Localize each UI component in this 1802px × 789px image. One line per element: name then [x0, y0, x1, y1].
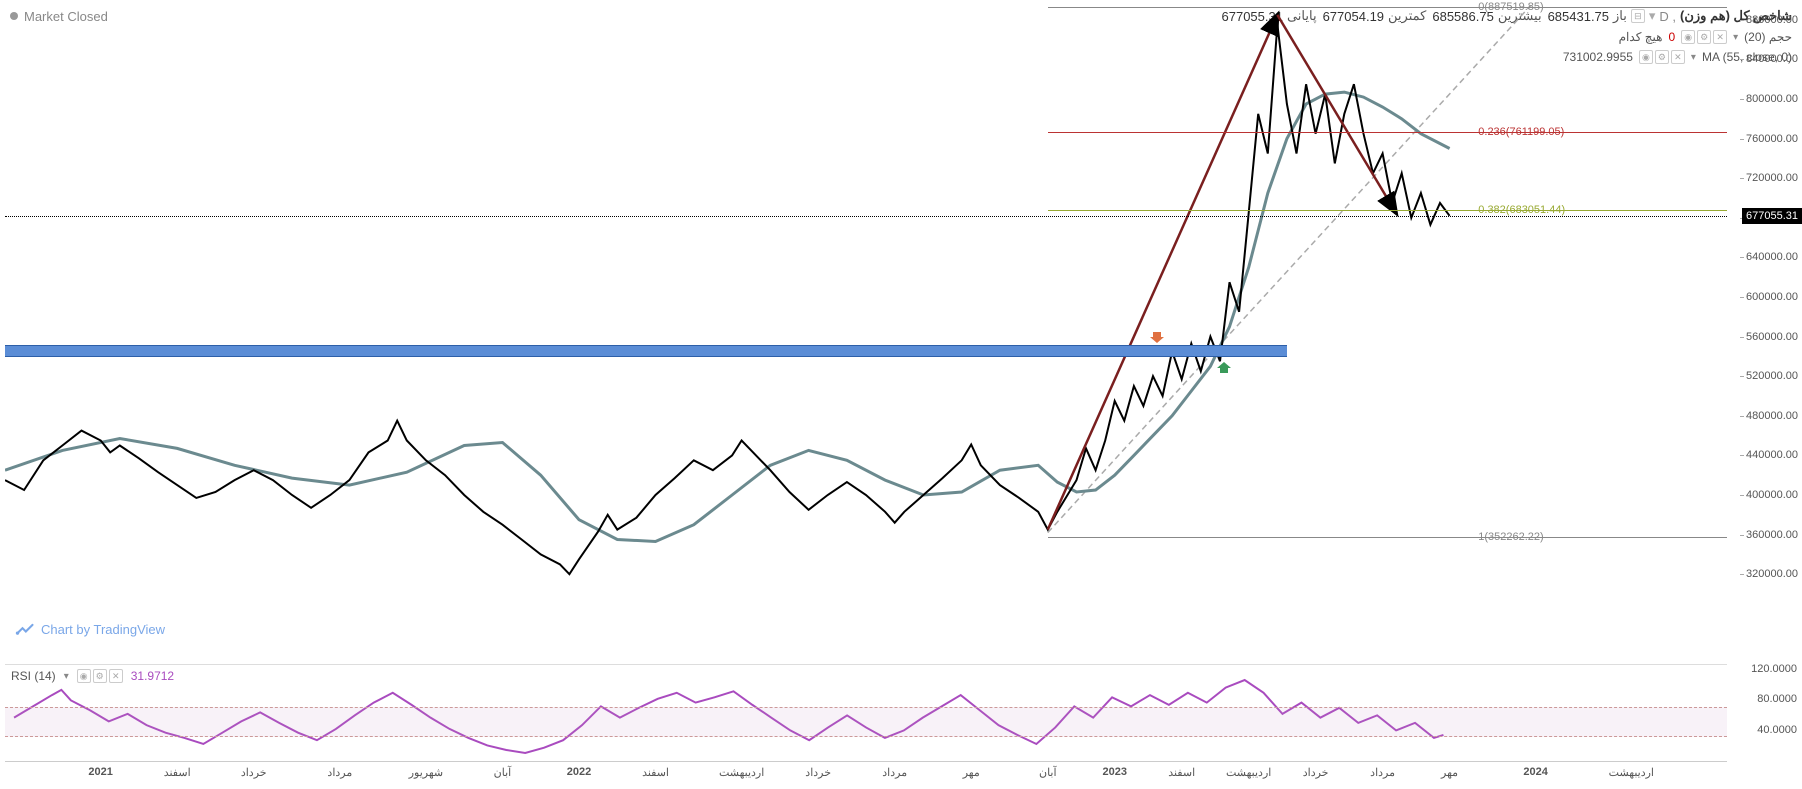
fib-line[interactable] — [1048, 537, 1727, 538]
price-tick: 440000.00 — [1746, 449, 1798, 461]
down-arrow-icon[interactable] — [1149, 328, 1165, 344]
price-tick: 760000.00 — [1746, 133, 1798, 145]
current-price-tag: 677055.31 — [1742, 208, 1802, 224]
price-tick: 520000.00 — [1746, 370, 1798, 382]
price-tick: 800000.00 — [1746, 93, 1798, 105]
main-chart[interactable] — [5, 5, 1727, 589]
dropdown-icon[interactable]: ▾ — [64, 671, 69, 682]
time-tick: شهریور — [409, 766, 443, 779]
ma-line[interactable] — [5, 92, 1450, 541]
price-tick: 360000.00 — [1746, 529, 1798, 541]
rsi-value: 31.9712 — [131, 669, 174, 683]
time-tick: خرداد — [805, 766, 831, 779]
tradingview-watermark[interactable]: Chart by TradingView — [15, 619, 165, 639]
time-tick: 2023 — [1102, 766, 1126, 778]
time-tick: مهر — [1441, 766, 1458, 779]
rsi-band — [5, 707, 1727, 737]
settings-icon[interactable]: ⚙ — [93, 669, 107, 683]
rsi-tick: 40.0000 — [1757, 724, 1797, 736]
time-tick: 2024 — [1523, 766, 1547, 778]
time-tick: اردیبهشت — [1226, 766, 1271, 779]
rsi-tick: 80.0000 — [1757, 693, 1797, 705]
price-line-series[interactable] — [5, 25, 1450, 574]
rsi-tick: 120.0000 — [1751, 663, 1797, 675]
fib-label: 0.382(683051.44) — [1478, 204, 1565, 216]
price-tick: 640000.00 — [1746, 251, 1798, 263]
trendline[interactable] — [1048, 5, 1536, 533]
up-arrow-icon[interactable] — [1216, 361, 1232, 377]
time-tick: خرداد — [241, 766, 267, 779]
price-tick: 560000.00 — [1746, 331, 1798, 343]
fib-line[interactable] — [1048, 210, 1727, 211]
time-tick: اردیبهشت — [1609, 766, 1654, 779]
time-tick: 2022 — [567, 766, 591, 778]
price-tick: 400000.00 — [1746, 489, 1798, 501]
tradingview-icon — [15, 619, 35, 639]
price-tick: 320000.00 — [1746, 568, 1798, 580]
rsi-controls: ◉ ⚙ ✕ — [77, 669, 123, 683]
time-tick: 2021 — [88, 766, 112, 778]
price-tick: 840000.00 — [1746, 53, 1798, 65]
time-tick: آبان — [1039, 766, 1057, 779]
time-tick: اسفند — [642, 766, 669, 779]
support-zone[interactable] — [5, 345, 1287, 357]
fib-label: 0(887519.85) — [1478, 1, 1543, 13]
close-icon[interactable]: ✕ — [109, 669, 123, 683]
time-tick: خرداد — [1303, 766, 1329, 779]
price-tick: 880000.00 — [1746, 14, 1798, 26]
price-tick: 600000.00 — [1746, 291, 1798, 303]
price-tick: 480000.00 — [1746, 410, 1798, 422]
chart-svg[interactable] — [5, 5, 1727, 589]
rsi-panel[interactable]: RSI (14) ▾ ◉ ⚙ ✕ 31.9712 120.000080.0000… — [5, 664, 1727, 759]
price-tick: 720000.00 — [1746, 172, 1798, 184]
rsi-header[interactable]: RSI (14) ▾ ◉ ⚙ ✕ 31.9712 — [11, 669, 174, 683]
fib-label: 1(352262.22) — [1478, 531, 1543, 543]
eye-icon[interactable]: ◉ — [77, 669, 91, 683]
rsi-label: RSI (14) — [11, 669, 56, 683]
time-tick: مرداد — [327, 766, 352, 779]
fib-line[interactable] — [1048, 7, 1727, 8]
time-tick: اسفند — [1168, 766, 1195, 779]
fib-line[interactable] — [1048, 132, 1727, 133]
time-tick: آبان — [494, 766, 512, 779]
time-tick: مهر — [963, 766, 980, 779]
watermark-text: Chart by TradingView — [41, 622, 165, 637]
price-axis[interactable]: 880000.00 840000.00 800000.00 760000.00 7200… — [1727, 5, 1802, 589]
current-price-line — [5, 216, 1727, 217]
time-tick: اردیبهشت — [719, 766, 764, 779]
fib-label: 0.236(761199.05) — [1478, 126, 1564, 138]
time-tick: مرداد — [1370, 766, 1395, 779]
time-axis[interactable]: 2021 اسفند خرداد مرداد شهریور آبان 2022 اسفند ار… — [5, 761, 1727, 789]
time-tick: اسفند — [164, 766, 191, 779]
time-tick: مرداد — [882, 766, 907, 779]
